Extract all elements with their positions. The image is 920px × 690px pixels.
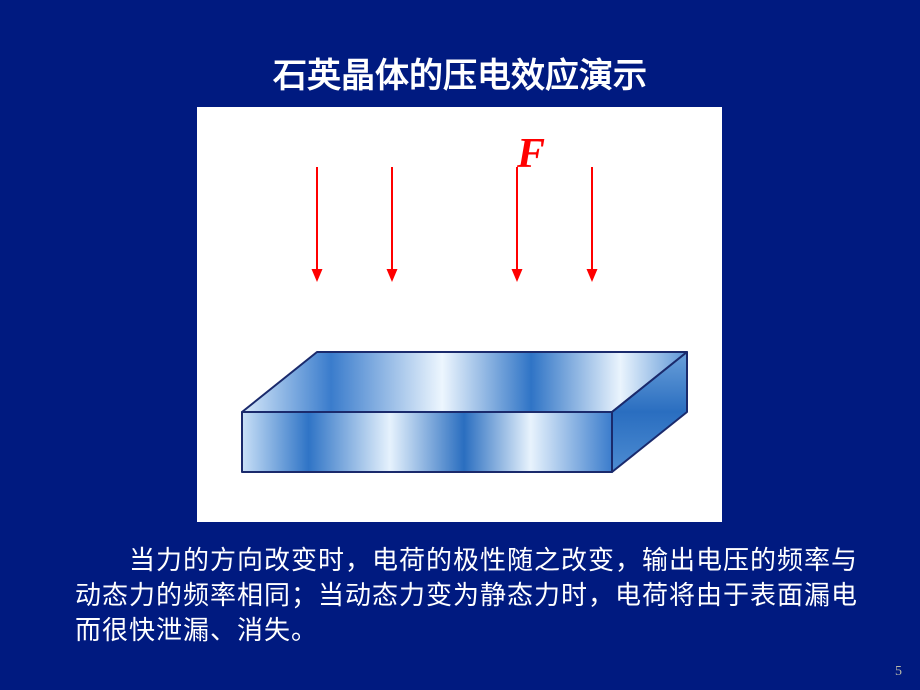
slide-title: 石英晶体的压电效应演示 (0, 48, 920, 97)
page-number: 5 (895, 664, 902, 680)
quartz-crystal (242, 352, 687, 472)
slide: 石英晶体的压电效应演示 F 当力的方向改变时，电荷的极性随之改变，输出电压的频率… (0, 0, 920, 690)
explanation-text: 当力的方向改变时，电荷的极性随之改变，输出电压的频率与动态力的频率相同；当动态力… (75, 543, 865, 648)
force-label: F (516, 131, 545, 177)
piezoelectric-diagram: F (197, 107, 722, 522)
force-arrows (312, 167, 598, 282)
